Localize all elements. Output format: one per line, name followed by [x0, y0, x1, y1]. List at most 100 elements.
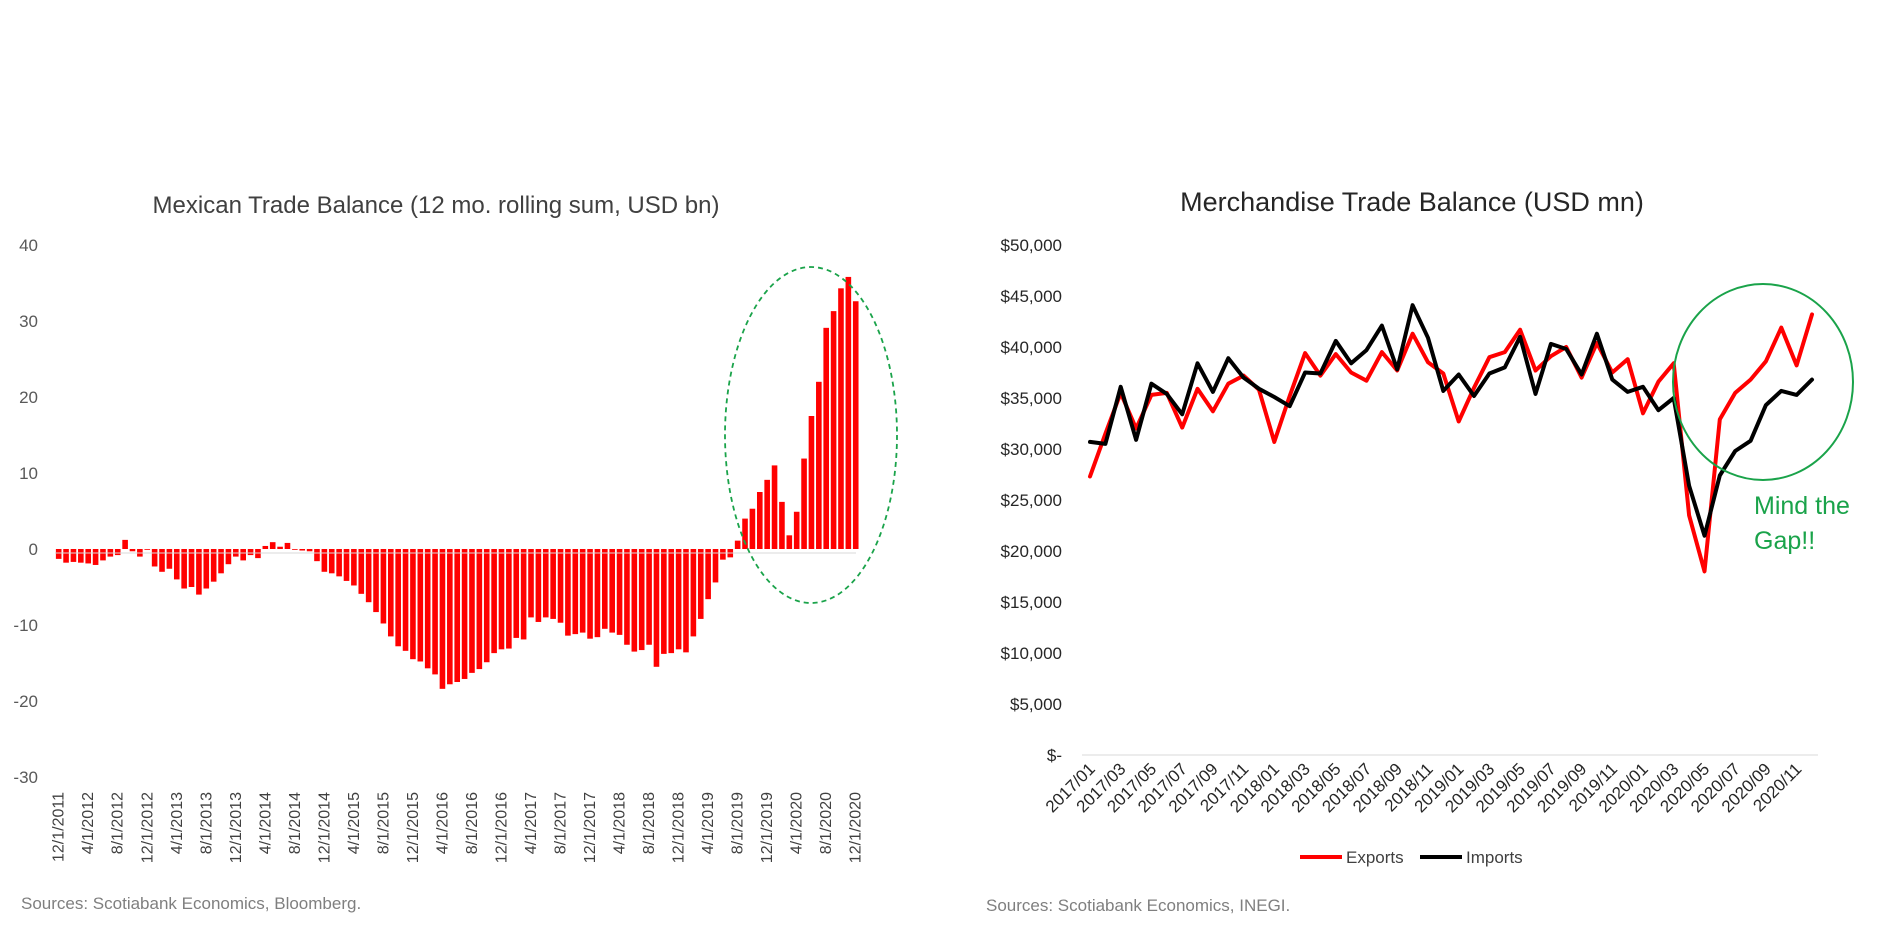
left-xtick-label: 8/1/2013	[198, 792, 215, 854]
bar	[579, 549, 586, 633]
left-xtick-label: 4/1/2020	[789, 792, 806, 854]
left-ytick-label: 10	[19, 464, 38, 483]
left-xtick-label: 4/1/2015	[346, 792, 363, 854]
bar	[838, 288, 844, 549]
bar	[424, 549, 431, 669]
right-chart: Merchandise Trade Balance (USD mn) $50,0…	[986, 187, 1854, 915]
right-ytick-label: $20,000	[1001, 542, 1062, 561]
left-chart-title: Mexican Trade Balance (12 mo. rolling su…	[153, 192, 720, 219]
bar	[498, 549, 505, 650]
bar	[63, 549, 69, 563]
bar	[159, 549, 165, 572]
bar	[284, 542, 291, 549]
right-lines	[1088, 303, 1814, 574]
left-highlight-ellipse	[724, 266, 898, 604]
bar	[734, 540, 741, 549]
bar	[269, 542, 276, 549]
bar	[402, 549, 409, 651]
bar	[557, 549, 564, 623]
bar	[852, 301, 859, 549]
left-chart: Mexican Trade Balance (12 mo. rolling su…	[13, 192, 898, 913]
right-ytick-label: $10,000	[1001, 644, 1062, 663]
bar	[845, 276, 852, 549]
left-xtick-label: 4/1/2018	[612, 792, 629, 854]
bar	[764, 479, 770, 549]
bar	[631, 549, 638, 652]
bar	[122, 539, 128, 549]
bar	[447, 549, 453, 685]
bar	[314, 549, 320, 562]
bar	[587, 549, 593, 639]
bar	[114, 549, 121, 556]
right-ytick-label: $50,000	[1001, 236, 1062, 255]
bar	[129, 549, 136, 552]
bar	[351, 549, 357, 586]
bar	[565, 549, 571, 636]
bar	[697, 549, 704, 619]
bar	[299, 549, 306, 551]
right-chart-title: Merchandise Trade Balance (USD mn)	[1180, 187, 1644, 217]
left-xtick-label: 4/1/2017	[523, 792, 540, 854]
bar	[742, 518, 748, 549]
bar	[801, 458, 807, 549]
left-bars	[55, 276, 859, 689]
bar	[247, 549, 254, 556]
left-ytick-label: -10	[13, 616, 38, 635]
bar	[720, 549, 726, 560]
right-ytick-label: $35,000	[1001, 389, 1062, 408]
left-xtick-label: 8/1/2019	[730, 792, 747, 854]
bar	[188, 549, 195, 587]
bar	[343, 549, 350, 581]
left-xtick-label: 8/1/2017	[553, 792, 570, 854]
bar	[535, 549, 542, 622]
left-xtick-label: 12/1/2013	[228, 792, 245, 863]
bar	[823, 327, 830, 549]
bar	[262, 545, 269, 549]
bar	[380, 549, 387, 624]
bar	[358, 549, 365, 594]
left-xtick-label: 12/1/2014	[316, 792, 333, 863]
bar	[328, 549, 335, 574]
bar	[70, 549, 77, 562]
annotation-line2: Gap!!	[1754, 527, 1815, 555]
bar	[653, 549, 660, 667]
bar	[616, 549, 623, 635]
bar	[705, 549, 711, 600]
bar	[417, 549, 424, 662]
bar	[181, 549, 187, 589]
left-xtick-label: 12/1/2017	[582, 792, 599, 863]
bar	[690, 549, 697, 637]
bar	[225, 549, 232, 565]
left-xtick-label: 12/1/2015	[405, 792, 422, 863]
bar	[528, 549, 534, 618]
bar	[432, 549, 438, 675]
bar	[292, 549, 298, 550]
left-xtick-label: 8/1/2012	[110, 792, 127, 854]
right-y-axis: $50,000 $45,000 $40,000 $35,000 $30,000 $25,0…	[1001, 236, 1062, 765]
left-xtick-label: 8/1/2016	[464, 792, 481, 854]
left-xtick-label: 12/1/2020	[848, 792, 865, 863]
right-ytick-label: $45,000	[1001, 287, 1062, 306]
bar	[808, 416, 815, 549]
bar	[255, 549, 261, 559]
right-highlight-circle	[1672, 283, 1854, 481]
bar	[661, 549, 667, 654]
bar	[646, 549, 652, 645]
bar	[749, 508, 756, 549]
bar	[321, 549, 328, 572]
bar	[196, 549, 202, 595]
bar	[520, 549, 527, 640]
left-xtick-label: 8/1/2020	[818, 792, 835, 854]
bar	[712, 549, 719, 583]
bar	[779, 501, 785, 549]
legend-imports-label: Imports	[1466, 848, 1523, 867]
bar	[609, 549, 615, 633]
series-line-imports	[1088, 303, 1814, 538]
right-x-axis: 2017/012017/032017/052017/072017/092017/…	[1042, 759, 1806, 816]
bar	[92, 549, 99, 565]
bar	[306, 549, 313, 552]
bar	[461, 549, 468, 679]
bar	[476, 549, 483, 670]
left-xtick-label: 4/1/2012	[80, 792, 97, 854]
left-ytick-label: 0	[29, 540, 38, 559]
